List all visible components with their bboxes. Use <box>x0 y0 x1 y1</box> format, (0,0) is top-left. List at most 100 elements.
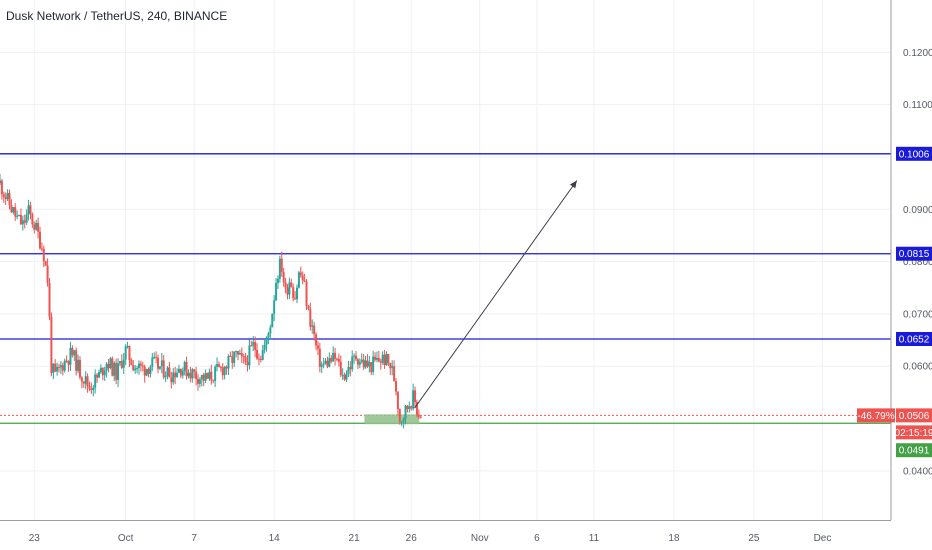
candle-body <box>128 346 131 361</box>
candle-body <box>139 363 142 366</box>
candle-body <box>164 376 167 378</box>
candle-body <box>284 282 287 288</box>
candle-body <box>335 358 338 360</box>
candle-body <box>187 372 190 377</box>
candle-body <box>191 369 194 379</box>
candle-body <box>229 355 232 357</box>
candle-body <box>233 351 236 363</box>
current-price-tag: 0.0506 <box>899 411 930 422</box>
candle-body <box>200 374 203 380</box>
candle-body <box>166 367 169 377</box>
candle-body <box>326 360 329 367</box>
candle-body <box>23 220 26 223</box>
candle-body <box>417 414 420 417</box>
time-tick-label: Oct <box>118 533 134 544</box>
candle-body <box>197 378 199 384</box>
candle-body <box>29 205 32 214</box>
candle-body <box>252 342 255 346</box>
candle-body <box>210 371 213 381</box>
candle-body <box>101 367 104 376</box>
candle-body <box>126 346 129 348</box>
candle-body <box>334 352 337 359</box>
candle-body <box>246 361 249 366</box>
candle-body <box>400 421 403 423</box>
candle-body <box>339 361 342 376</box>
candle-body <box>292 287 295 299</box>
candle-body <box>415 402 418 415</box>
candle-body <box>4 196 7 199</box>
level-price-tag-bg <box>896 146 932 161</box>
candle-body <box>301 275 304 281</box>
candle-body <box>419 416 422 418</box>
candle-body <box>280 258 283 273</box>
candle-body <box>107 363 110 369</box>
price-tick-label: 0.1200 <box>903 48 932 59</box>
price-tick-label: 0.0700 <box>903 309 932 320</box>
candle-body <box>379 361 382 363</box>
candle-body <box>56 367 59 372</box>
candle-body <box>372 356 375 373</box>
candle-body <box>77 359 80 371</box>
candle-body <box>117 363 120 380</box>
candle-body <box>113 362 116 376</box>
candle-body <box>414 390 417 403</box>
candle-body <box>176 372 179 378</box>
candle-body <box>18 214 21 216</box>
candle-body <box>276 278 279 284</box>
candle-body <box>189 372 192 379</box>
candle-body <box>14 207 17 217</box>
candle-body <box>402 418 405 422</box>
price-axis-bg <box>891 0 932 550</box>
candle-body <box>155 356 158 358</box>
candle-body <box>153 356 156 358</box>
level-price-tag: 0.1006 <box>899 149 930 160</box>
candle-body <box>263 344 266 351</box>
candle-body <box>345 373 348 380</box>
candle-body <box>256 350 259 359</box>
candle-body <box>349 367 352 370</box>
candle-body <box>120 361 123 368</box>
candle-body <box>185 362 188 377</box>
candle-body <box>63 360 66 371</box>
candle-body <box>193 369 196 372</box>
candle-body <box>356 359 359 365</box>
level-price-tag: 0.0815 <box>899 249 930 260</box>
candle-body <box>115 362 118 380</box>
candle-body <box>375 357 378 360</box>
candle-body <box>162 360 165 378</box>
chart-title: Dusk Network / TetherUS, 240, BINANCE <box>6 9 227 23</box>
price-change-tag: -46.79% <box>857 411 894 422</box>
candle-body <box>351 356 354 370</box>
price-tags: 0.1006 0.0815 0.0652 -46.79% 0.0506 02:15:19 0… <box>857 146 932 458</box>
candle-body <box>267 333 270 338</box>
candle-body <box>278 258 281 279</box>
candle-body <box>73 350 76 356</box>
candle-body <box>320 364 323 367</box>
candle-body <box>238 353 241 355</box>
forecast-arrow-line <box>414 180 578 409</box>
candle-body <box>177 368 180 373</box>
candle-body <box>236 351 239 355</box>
candle-body <box>109 358 112 369</box>
time-tick-label: 21 <box>349 533 361 544</box>
time-axis[interactable]: 23 Oct 7 14 21 26 Nov 6 11 18 25 Dec <box>29 533 832 544</box>
candle-body <box>322 363 325 365</box>
candle-body <box>198 379 201 384</box>
level-price-tag: 0.0652 <box>899 334 930 345</box>
candle-body <box>37 222 40 232</box>
candle-body <box>42 248 45 261</box>
candle-body <box>309 309 312 327</box>
candle-body <box>33 224 36 230</box>
candle-body <box>225 366 228 369</box>
candle-body <box>227 355 230 369</box>
candle-body <box>61 365 64 371</box>
candle-body <box>404 405 407 419</box>
candle-body <box>147 368 150 374</box>
candle-body <box>44 260 47 266</box>
candle-body <box>2 194 5 197</box>
horizontal-levels <box>0 153 891 424</box>
candle-body <box>395 381 397 392</box>
candle-body <box>235 351 238 353</box>
candle-body <box>90 388 93 390</box>
